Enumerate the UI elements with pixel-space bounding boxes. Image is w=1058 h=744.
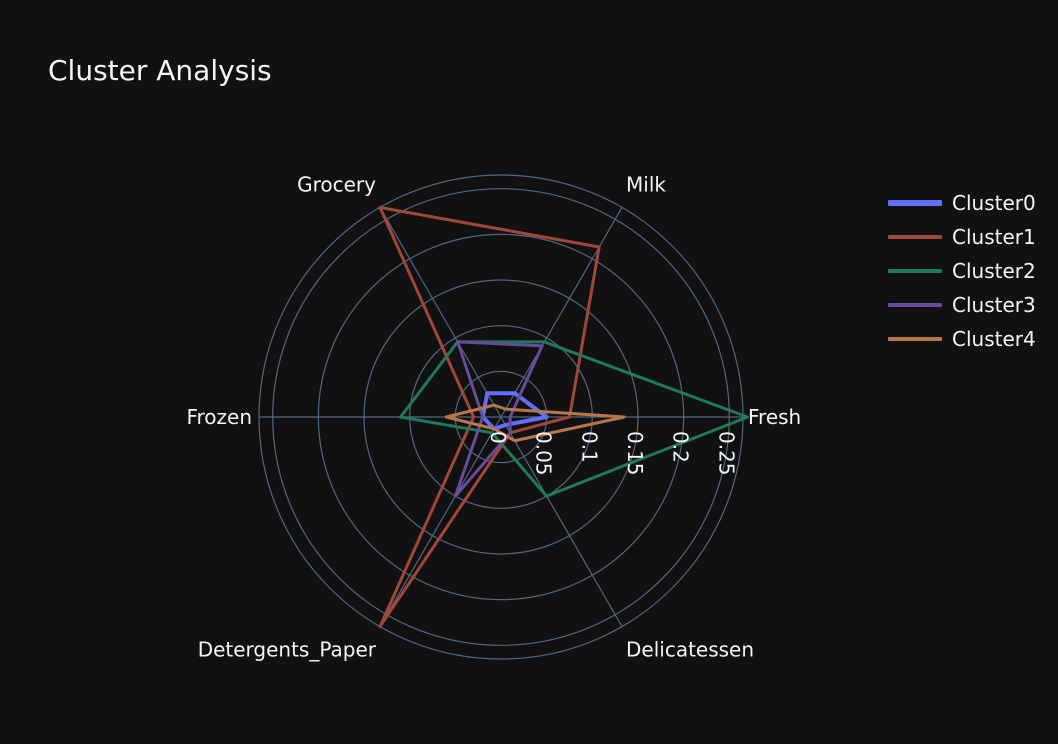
series-cluster3 bbox=[453, 340, 544, 498]
radial-tick-label: 0.05 bbox=[532, 431, 556, 476]
legend-swatch bbox=[888, 269, 942, 273]
axis-label-delicatessen: Delicatessen bbox=[626, 638, 754, 662]
legend-swatch bbox=[888, 200, 942, 206]
axis-label-milk: Milk bbox=[626, 172, 666, 196]
spoke-detergents_paper bbox=[379, 416, 502, 627]
legend-item-cluster4[interactable]: Cluster4 bbox=[888, 322, 1036, 356]
radial-tick-label: 0.25 bbox=[714, 431, 738, 476]
spoke-grocery bbox=[379, 207, 502, 418]
legend-swatch bbox=[888, 235, 942, 239]
spoke-milk bbox=[500, 207, 623, 418]
legend-swatch bbox=[888, 303, 942, 307]
radar-grid bbox=[258, 174, 744, 660]
radar-series bbox=[378, 205, 750, 629]
legend-label: Cluster3 bbox=[952, 293, 1036, 317]
legend-item-cluster2[interactable]: Cluster2 bbox=[888, 254, 1036, 288]
legend-label: Cluster2 bbox=[952, 259, 1036, 283]
legend-label: Cluster4 bbox=[952, 327, 1036, 351]
radial-tick-label: 0.1 bbox=[577, 431, 601, 463]
chart-title: Cluster Analysis bbox=[48, 54, 272, 87]
legend: Cluster0 Cluster1 Cluster2 Cluster3 Cluster4 bbox=[888, 186, 1036, 356]
legend-item-cluster1[interactable]: Cluster1 bbox=[888, 220, 1036, 254]
legend-label: Cluster0 bbox=[952, 191, 1036, 215]
axis-label-fresh: Fresh bbox=[748, 405, 801, 429]
axis-label-grocery: Grocery bbox=[297, 172, 376, 196]
axis-label-detergents-paper: Detergents_Paper bbox=[198, 638, 377, 662]
spoke-delicatessen bbox=[500, 416, 623, 627]
radial-tick-label: 0.15 bbox=[623, 431, 647, 476]
legend-swatch bbox=[888, 337, 942, 341]
legend-item-cluster3[interactable]: Cluster3 bbox=[888, 288, 1036, 322]
legend-label: Cluster1 bbox=[952, 225, 1036, 249]
axis-label-frozen: Frozen bbox=[186, 405, 252, 429]
radial-tick-label: 0.2 bbox=[669, 431, 693, 463]
series-cluster2 bbox=[399, 340, 750, 498]
series-cluster4 bbox=[444, 403, 626, 443]
radar-labels: Fresh Milk Grocery Frozen Detergents_Paper De… bbox=[186, 172, 801, 661]
legend-item-cluster0[interactable]: Cluster0 bbox=[888, 186, 1036, 220]
radial-tick-label: 0 bbox=[486, 431, 510, 444]
